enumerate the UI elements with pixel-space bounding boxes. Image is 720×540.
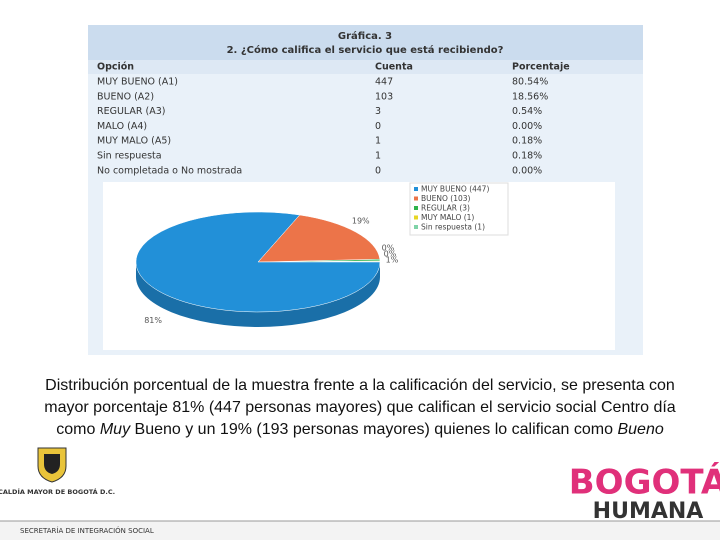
table-cell: 18.56% bbox=[512, 91, 548, 102]
column-header: Cuenta bbox=[375, 62, 413, 73]
data-label: 0% bbox=[382, 244, 395, 253]
table-cell: REGULAR (A3) bbox=[97, 106, 166, 117]
table-cell: BUENO (A2) bbox=[97, 91, 154, 102]
column-header: Porcentaje bbox=[512, 62, 570, 73]
data-label: 19% bbox=[352, 216, 370, 225]
table-cell: 1 bbox=[375, 136, 381, 147]
logo-right-top: BOGOTÁ bbox=[569, 462, 720, 503]
data-label: 0% bbox=[384, 250, 397, 259]
table-cell: 0.18% bbox=[512, 151, 542, 162]
table-cell: Sin respuesta bbox=[97, 151, 162, 162]
table-cell: 3 bbox=[375, 106, 381, 117]
legend-label: Sin respuesta (1) bbox=[421, 223, 485, 232]
logo-right-bottom: HUMANA bbox=[593, 499, 704, 524]
table-cell: 0.00% bbox=[512, 121, 542, 132]
legend-label: MUY MALO (1) bbox=[421, 213, 474, 222]
table-cell: 0.00% bbox=[512, 165, 542, 176]
legend-swatch bbox=[414, 215, 418, 220]
legend-swatch bbox=[414, 206, 418, 210]
table-cell: 0 bbox=[375, 121, 381, 132]
footer: SECRETARÍA DE INTEGRACIÓN SOCIAL bbox=[20, 526, 154, 535]
table-cell: 447 bbox=[375, 77, 393, 88]
caption-italic: Bueno bbox=[617, 421, 664, 438]
legend-label: REGULAR (3) bbox=[421, 204, 470, 213]
legend-box bbox=[409, 182, 509, 236]
logo-left: ALCALDÍA MAYOR DE BOGOTÁ D.C. bbox=[0, 487, 115, 496]
data-label: 81% bbox=[144, 316, 162, 325]
caption-text: Bueno y un 19% (193 personas mayores) qu… bbox=[130, 421, 618, 438]
table-cell: 80.54% bbox=[512, 77, 548, 88]
table-cell: MUY MALO (A5) bbox=[97, 136, 171, 147]
caption-text: Distribución porcentual de la muestra fr… bbox=[44, 377, 676, 438]
coat-of-arms bbox=[37, 447, 67, 483]
legend-label: BUENO (103) bbox=[421, 194, 471, 203]
pie-slice bbox=[135, 211, 381, 313]
caption: Distribución porcentual de la muestra fr… bbox=[30, 375, 690, 441]
data-label: 1% bbox=[386, 256, 399, 265]
pie-depth bbox=[136, 262, 380, 327]
legend-swatch bbox=[414, 196, 418, 201]
table-cell: 0 bbox=[375, 165, 381, 176]
table-title: Gráfica. 3 bbox=[338, 30, 392, 42]
title-band bbox=[88, 25, 643, 60]
column-header: Opción bbox=[97, 62, 134, 73]
pie-slice bbox=[257, 214, 381, 263]
legend-label: MUY BUENO (447) bbox=[421, 185, 489, 194]
legend-swatch bbox=[414, 225, 418, 229]
table-cell: No completada o No mostrada bbox=[97, 165, 242, 176]
legend-swatch bbox=[414, 187, 418, 191]
table-cell: MUY BUENO (A1) bbox=[97, 77, 178, 88]
table-cell: 1 bbox=[375, 151, 381, 162]
table-cell: 0.18% bbox=[512, 136, 542, 147]
table-subtitle: 2. ¿Cómo califica el servicio que está r… bbox=[227, 44, 504, 56]
table-cell: 0.54% bbox=[512, 106, 542, 117]
footer-bar bbox=[0, 521, 720, 540]
caption-italic: Muy bbox=[99, 421, 131, 438]
header-band bbox=[88, 60, 643, 74]
table-cell: MALO (A4) bbox=[97, 121, 147, 132]
table-cell: 103 bbox=[375, 91, 393, 102]
